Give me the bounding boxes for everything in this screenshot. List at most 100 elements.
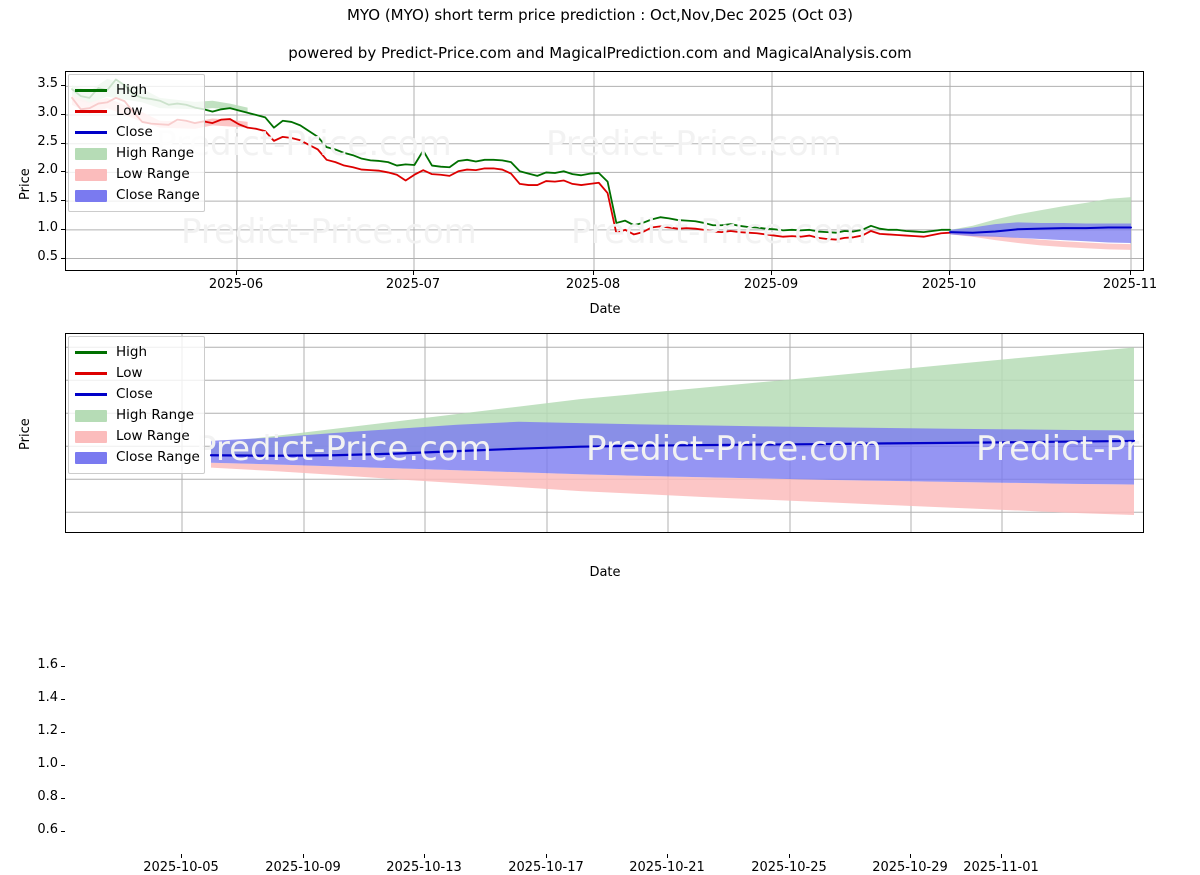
overview-y-tickmark [61,228,65,230]
legend-swatch-icon [75,372,107,375]
overview-x-tickmark [949,271,950,275]
forecast-x-axis-label: Date [589,565,621,580]
overview-x-axis-label: Date [589,302,621,317]
legend-swatch-icon [75,168,107,181]
forecast-svg [66,334,1143,532]
legend-item-high[interactable]: High [75,342,197,363]
legend-swatch-icon [75,351,107,354]
forecast-plot-area: Predict-Price.com Predict-Price.com Pred… [65,333,1144,533]
forecast-x-tick-label: 2025-10-05 [143,860,219,875]
overview-low-range-band [950,232,1131,250]
overview-x-tick-label: 2025-07 [385,277,441,292]
forecast-x-tick-label: 2025-10-21 [629,860,705,875]
legend-item-label: Low Range [116,427,190,444]
overview-series-low [71,96,951,241]
legend-item-low-range[interactable]: Low Range [75,426,197,447]
forecast-y-axis-label: Price [18,418,33,450]
overview-y-tick-label: 2.0 [37,162,58,178]
legend-swatch-icon [75,147,107,160]
legend-item-close-range[interactable]: Close Range [75,185,200,206]
legend-item-label: High [116,343,148,360]
overview-y-tickmark [61,114,65,116]
forecast-y-tick-label: 0.8 [37,789,58,805]
forecast-y-tick-label: 0.6 [37,822,58,838]
legend-swatch-icon [75,393,107,396]
overview-y-tick-label: 0.5 [37,248,58,264]
overview-x-tick-label: 2025-06 [208,277,264,292]
forecast-x-tick-label: 2025-10-09 [265,860,341,875]
legend-item-label: Close [116,385,153,402]
legend-item-label: High Range [116,406,195,423]
forecast-x-tick-label: 2025-10-17 [508,860,584,875]
legend-item-high[interactable]: High [75,80,197,101]
overview-x-tick-label: 2025-08 [565,277,621,292]
page-subtitle: powered by Predict-Price.com and Magical… [288,44,912,62]
overview-y-tickmark [61,200,65,202]
forecast-x-tickmark [910,854,911,858]
overview-x-tickmark [236,271,237,275]
legend-item-low-range[interactable]: Low Range [75,164,197,185]
forecast-x-tick-label: 2025-10-13 [386,860,462,875]
overview-svg [66,72,1143,270]
overview-y-tickmark [61,257,65,259]
overview-y-tickmark [61,171,65,173]
forecast-panel: Price Date 0.6 0.8 1.0 1.2 1.4 1.6 2025-10-05… [0,320,1200,875]
overview-x-tickmark [413,271,414,275]
legend-item-label: Low [116,102,143,119]
forecast-y-tickmark [61,699,65,701]
legend-item-label: High Range [116,144,195,161]
overview-y-tick-label: 3.5 [37,76,58,92]
legend-swatch-icon [75,409,107,422]
overview-x-tickmark [771,271,772,275]
overview-y-tick-label: 1.0 [37,219,58,235]
legend-item-high-range[interactable]: High Range [75,143,197,164]
forecast-x-tick-label: 2025-11-01 [963,860,1039,875]
overview-y-tickmark [61,85,65,87]
legend-item-label: Close Range [116,186,200,203]
legend-item-low[interactable]: Low [75,363,197,384]
forecast-close-range-band [211,421,1134,485]
overview-plot-area: Predict-Price.com Predict-Price.com Pred… [65,71,1144,271]
forecast-y-tick-label: 1.0 [37,756,58,772]
legend-swatch-icon [75,110,107,113]
overview-x-tick-label: 2025-09 [743,277,799,292]
legend-item-close[interactable]: Close [75,122,197,143]
overview-y-tick-label: 3.0 [37,105,58,121]
forecast-x-tickmark [789,854,790,858]
legend-item-label: Close Range [116,448,200,465]
legend-item-label: Low [116,364,143,381]
overview-series-close [949,226,1132,234]
forecast-x-tickmark [181,854,182,858]
forecast-legend: High Low Close High Range Low Range Close Ran… [68,336,205,474]
overview-x-tickmark [1130,271,1131,275]
forecast-series-close [209,439,1136,457]
overview-x-tickmark [593,271,594,275]
forecast-y-tickmark [61,732,65,734]
forecast-x-tickmark [1001,854,1002,858]
forecast-y-tickmark [61,666,65,668]
forecast-x-tickmark [546,854,547,858]
legend-item-label: Low Range [116,165,190,182]
legend-item-low[interactable]: Low [75,101,197,122]
overview-panel: Price Date 0.5 1.0 1.5 2.0 2.5 3.0 3.5 2025-06… [0,0,1200,320]
forecast-y-tick-label: 1.2 [37,723,58,739]
overview-y-tickmark [61,142,65,144]
legend-swatch-icon [75,430,107,443]
overview-x-tick-label: 2025-10 [921,277,977,292]
legend-swatch-icon [75,89,107,92]
legend-item-high-range[interactable]: High Range [75,405,197,426]
legend-swatch-icon [75,189,107,202]
page-title: MYO (MYO) short term price prediction : … [346,6,854,24]
overview-legend: High Low Close High Range Low Range Close Ran… [68,74,205,212]
overview-y-tick-label: 2.5 [37,133,58,149]
forecast-y-tickmark [61,798,65,800]
legend-item-close-range[interactable]: Close Range [75,447,200,468]
forecast-low-range-band [211,462,1134,515]
forecast-y-tick-label: 1.6 [37,657,58,673]
forecast-y-tick-label: 1.4 [37,690,58,706]
overview-x-tick-label: 2025-11 [1102,277,1158,292]
legend-item-close[interactable]: Close [75,384,197,405]
legend-swatch-icon [75,131,107,134]
forecast-x-tickmark [667,854,668,858]
